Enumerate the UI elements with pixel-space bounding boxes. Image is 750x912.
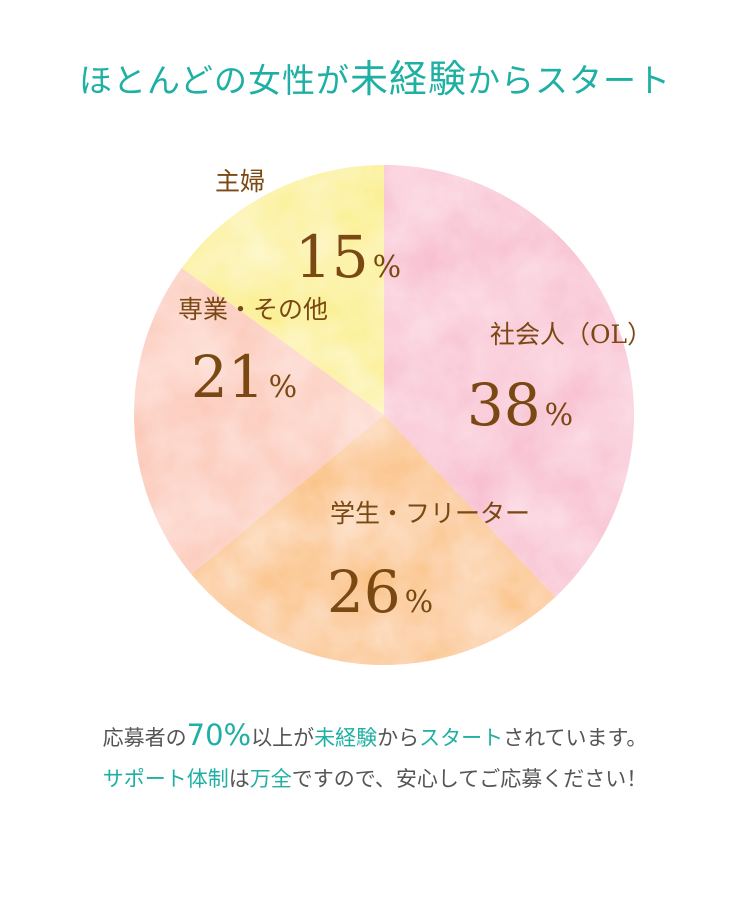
note-line-2: サポート体制は万全ですので、安心してご応募ください！ — [0, 763, 750, 793]
note-1-d: 未経験 — [314, 726, 378, 750]
note-2-b: は — [228, 767, 250, 791]
note-line-1: 応募者の70%以上が未経験からスタートされています。 — [0, 718, 750, 752]
note-2-a: サポート体制 — [102, 767, 229, 791]
slice-label-0: 社会人（OL） — [490, 320, 652, 349]
note-2-c: 万全 — [249, 767, 292, 791]
note-1-f: スタート — [419, 726, 504, 750]
pie-slice-0 — [384, 165, 635, 598]
note-1-percent: 70% — [186, 718, 252, 752]
pie-labels: 社会人（OL） 38 % 学生・フリーター 26 % 専業・その他 21 % 主婦 15% — [178, 167, 652, 626]
slice-label-3: 主婦 — [215, 167, 265, 196]
note-1-c: 以上が — [251, 726, 315, 750]
pie-slices — [133, 165, 635, 666]
slice-value-3: 15% — [295, 223, 401, 291]
slice-value-0: 38% — [467, 371, 573, 439]
note-2-d: ですので、安心してご応募ください！ — [291, 767, 648, 791]
pie-slice-1 — [191, 415, 556, 666]
page-title: ほとんどの女性が未経験からスタート — [0, 48, 750, 103]
title-part-2: 未経験 — [350, 57, 468, 101]
title-part-3: からスタート — [467, 61, 672, 100]
pie-slice-2 — [133, 268, 384, 575]
slice-label-2: 専業・その他 — [178, 295, 328, 324]
pie-slice-3 — [181, 165, 384, 415]
slice-value-1: 26% — [327, 558, 433, 626]
slice-value-2: 21% — [191, 343, 297, 411]
title-part-1: ほとんどの女性が — [78, 61, 350, 100]
note-1-g: されています。 — [503, 726, 648, 750]
note-1-e: から — [377, 726, 420, 750]
slice-label-1: 学生・フリーター — [330, 499, 530, 528]
note-1-a: 応募者の — [102, 726, 187, 750]
